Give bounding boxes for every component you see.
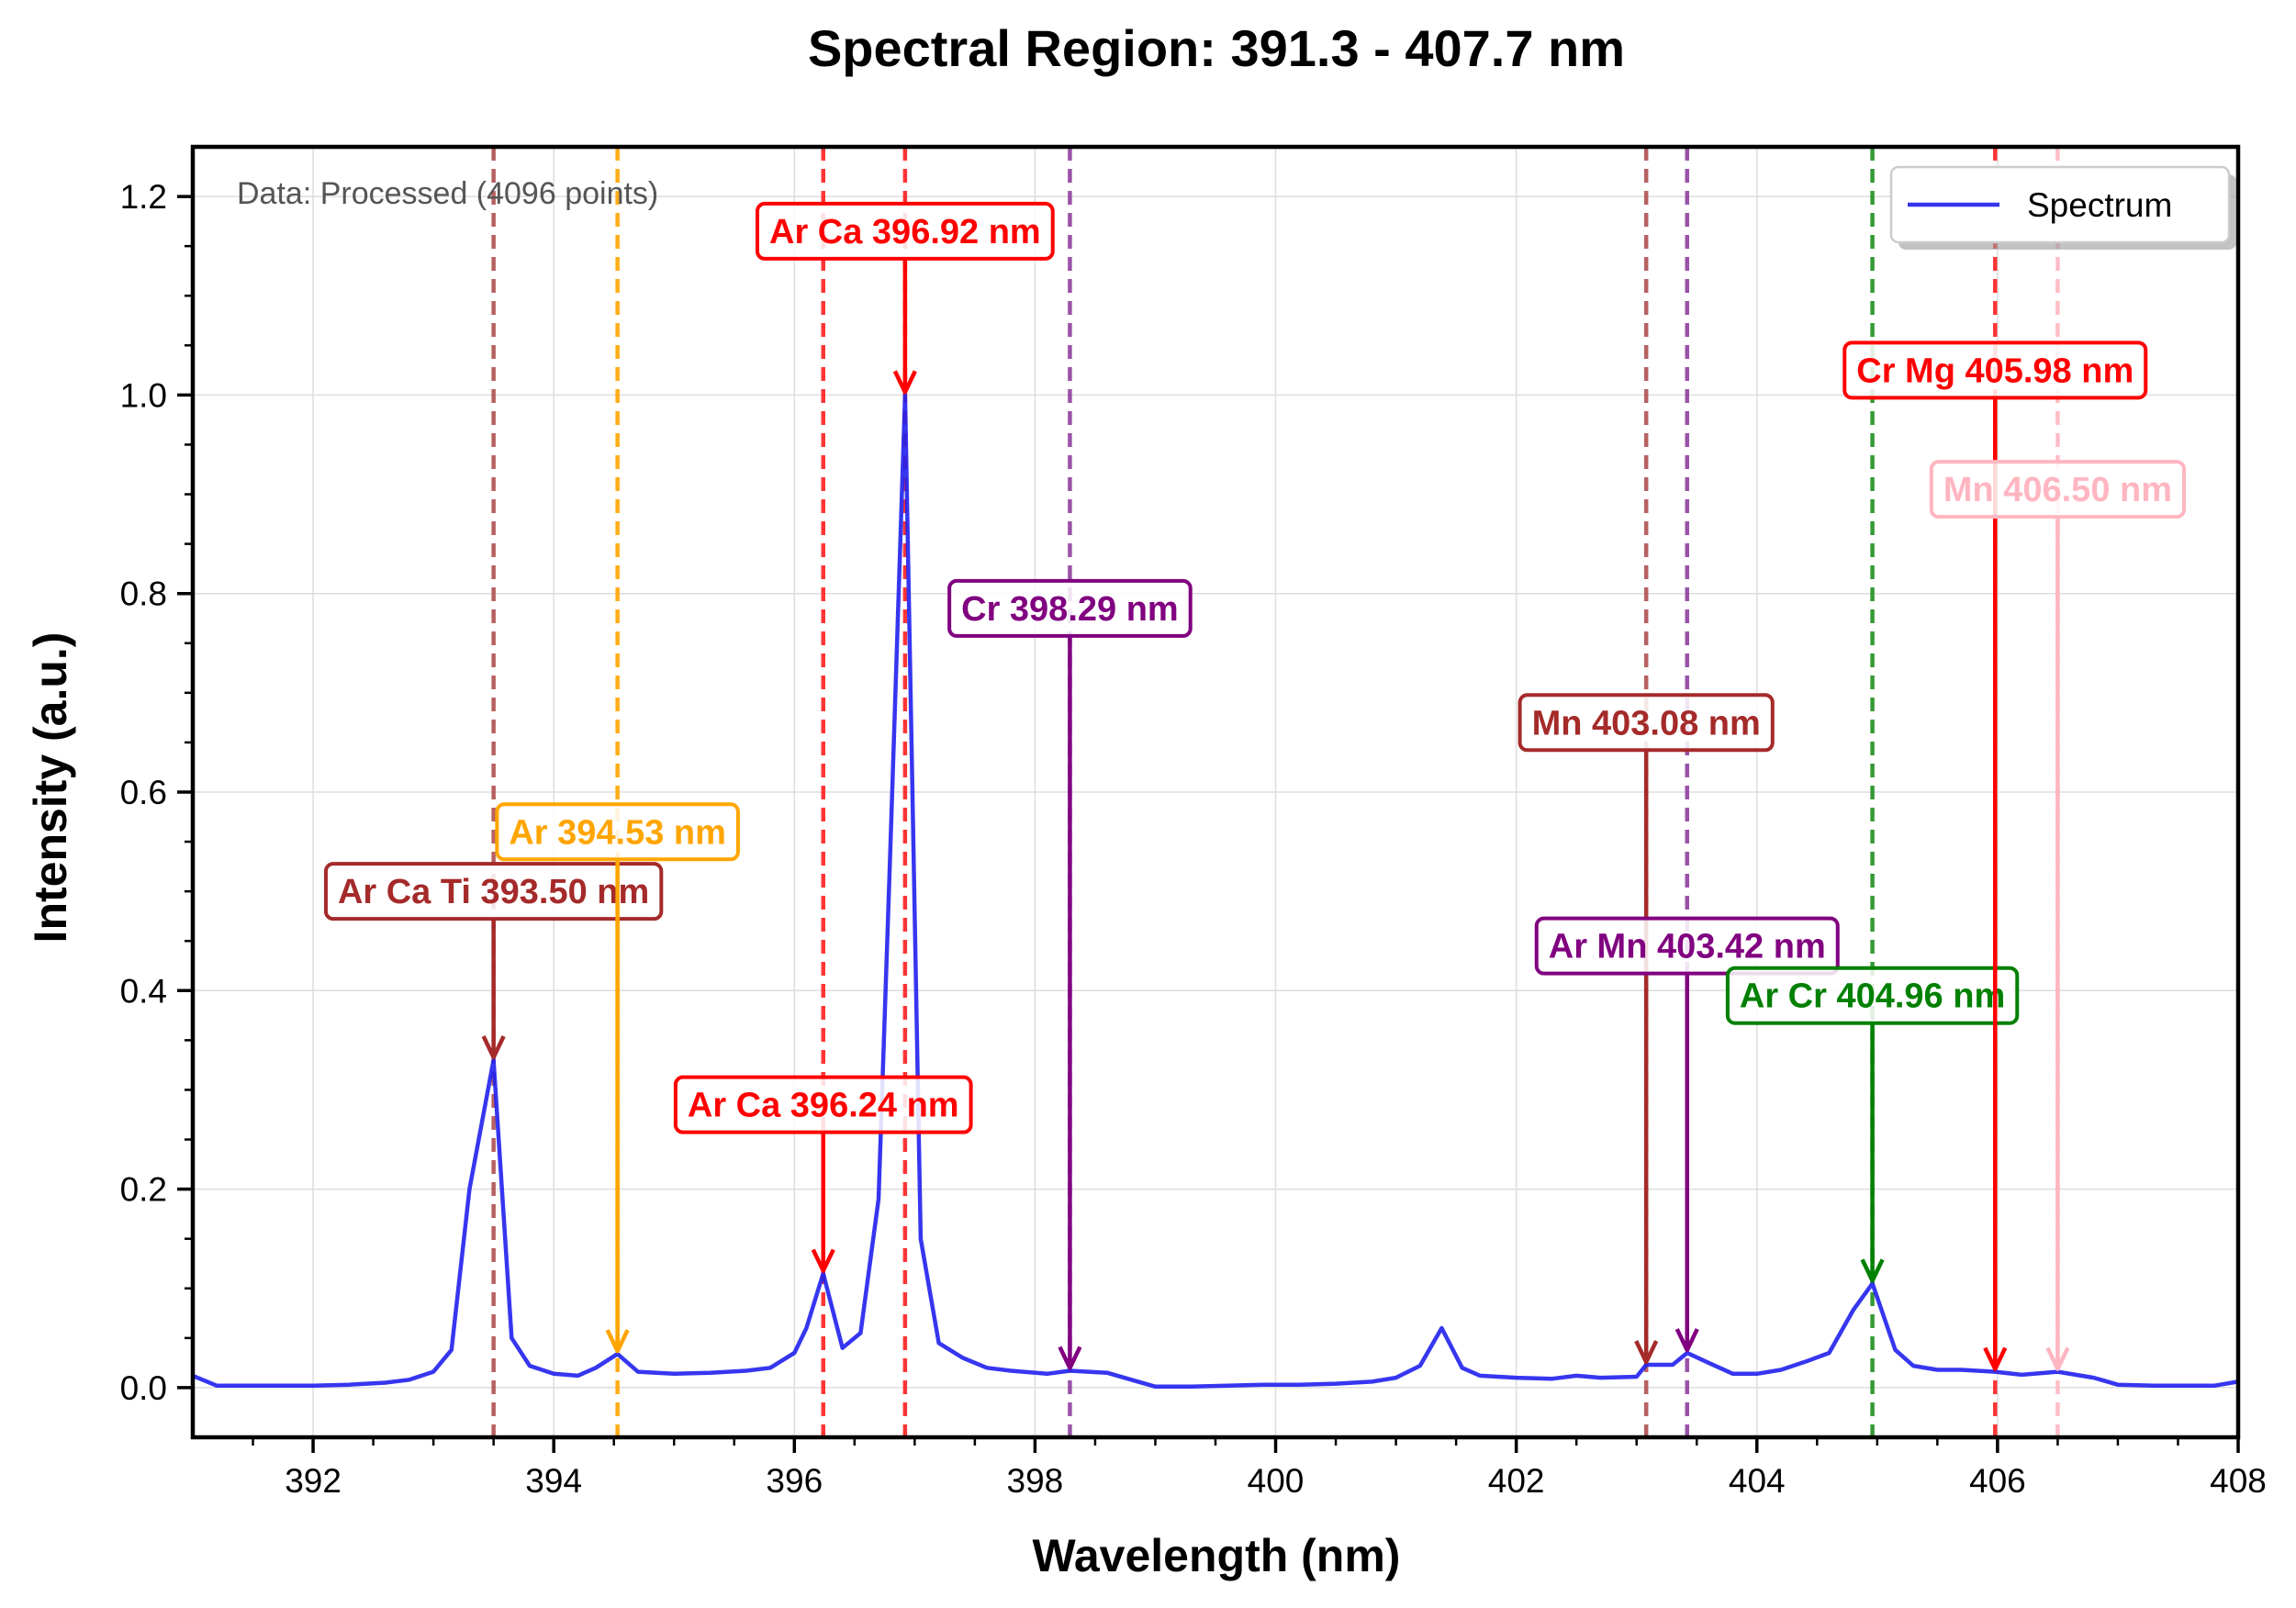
peak-annotation: Ar 394.53 nm xyxy=(495,802,740,1354)
annotation-label: Mn 406.50 nm xyxy=(1943,471,2172,509)
x-tick-label: 400 xyxy=(1248,1462,1305,1500)
annotation-arrow-head xyxy=(1674,1328,1699,1353)
chart-title: Spectral Region: 391.3 - 407.7 nm xyxy=(808,19,1625,77)
y-axis-label: Intensity (a.u.) xyxy=(25,632,76,944)
peak-annotation: Ar Ca 396.24 nm xyxy=(673,1075,973,1273)
annotation-label: Ar Ca 396.24 nm xyxy=(688,1087,959,1125)
annotation-label: Mn 403.08 nm xyxy=(1532,704,1761,743)
peak-annotation: Mn 403.08 nm xyxy=(1518,693,1775,1365)
annotation-arrow-head xyxy=(1860,1258,1885,1283)
x-tick-label: 396 xyxy=(766,1462,823,1500)
annotation-arrow-head xyxy=(892,370,917,395)
x-tick-label: 394 xyxy=(525,1462,582,1500)
y-tick-label: 0.8 xyxy=(120,575,167,613)
annotation-box xyxy=(1929,460,2187,519)
x-tick-label: 406 xyxy=(1969,1462,2026,1500)
annotation-arrow-head xyxy=(2045,1346,2070,1371)
peak-annotation: Cr 398.29 nm xyxy=(947,578,1193,1370)
annotation-arrow-head xyxy=(605,1329,630,1354)
annotation-label: Ar Cr 404.96 nm xyxy=(1740,977,2005,1016)
annotation-arrow-head xyxy=(481,1035,506,1060)
annotation-arrow-head xyxy=(1634,1340,1659,1365)
annotation-arrow-head xyxy=(811,1248,835,1273)
x-axis-label: Wavelength (nm) xyxy=(1033,1530,1401,1581)
spectrum-line xyxy=(193,393,2238,1390)
x-tick-label: 392 xyxy=(285,1462,342,1500)
annotation-arrow-head xyxy=(1983,1346,2008,1371)
y-tick-label: 0.2 xyxy=(120,1171,167,1209)
peak-annotation: Ar Cr 404.96 nm xyxy=(1725,966,2020,1283)
x-tick-label: 402 xyxy=(1488,1462,1545,1500)
peak-annotation: Ar Ca 396.92 nm xyxy=(756,201,1055,395)
y-tick-label: 0.6 xyxy=(120,774,167,811)
peak-annotation: Ar Ca Ti 393.50 nm xyxy=(323,862,664,1060)
annotation-label: Ar Mn 403.42 nm xyxy=(1549,928,1826,966)
x-tick-label: 404 xyxy=(1729,1462,1786,1500)
y-tick-label: 1.2 xyxy=(120,178,167,216)
annotation-label: Cr Mg 405.98 nm xyxy=(1856,352,2134,390)
annotation-label: Cr 398.29 nm xyxy=(961,590,1179,629)
annotation-label: Ar Ca Ti 393.50 nm xyxy=(338,873,649,911)
peak-annotation: Ar Mn 403.42 nm xyxy=(1534,916,1840,1353)
data-note: Data: Processed (4096 points) xyxy=(237,176,658,211)
legend: Spectrum xyxy=(1889,165,2236,250)
peak-annotation: Cr Mg 405.98 nm xyxy=(1842,341,2148,1371)
y-tick-label: 0.0 xyxy=(120,1369,167,1407)
peak-annotation: Mn 406.50 nm xyxy=(1929,460,2187,1371)
annotation-arrow-head xyxy=(1058,1346,1082,1370)
annotation-label: Ar 394.53 nm xyxy=(509,813,726,852)
x-tick-label: 398 xyxy=(1007,1462,1064,1500)
x-tick-label: 408 xyxy=(2210,1462,2267,1500)
legend-label: Spectrum xyxy=(2027,186,2172,224)
annotation-label: Ar Ca 396.92 nm xyxy=(769,213,1041,251)
legend-box xyxy=(1889,165,2231,244)
plot-area: Ar Ca Ti 393.50 nm Ar 394.53 nm Ar Ca 396.… xyxy=(120,144,2267,1500)
y-tick-label: 1.0 xyxy=(120,376,167,414)
y-tick-label: 0.4 xyxy=(120,972,167,1010)
